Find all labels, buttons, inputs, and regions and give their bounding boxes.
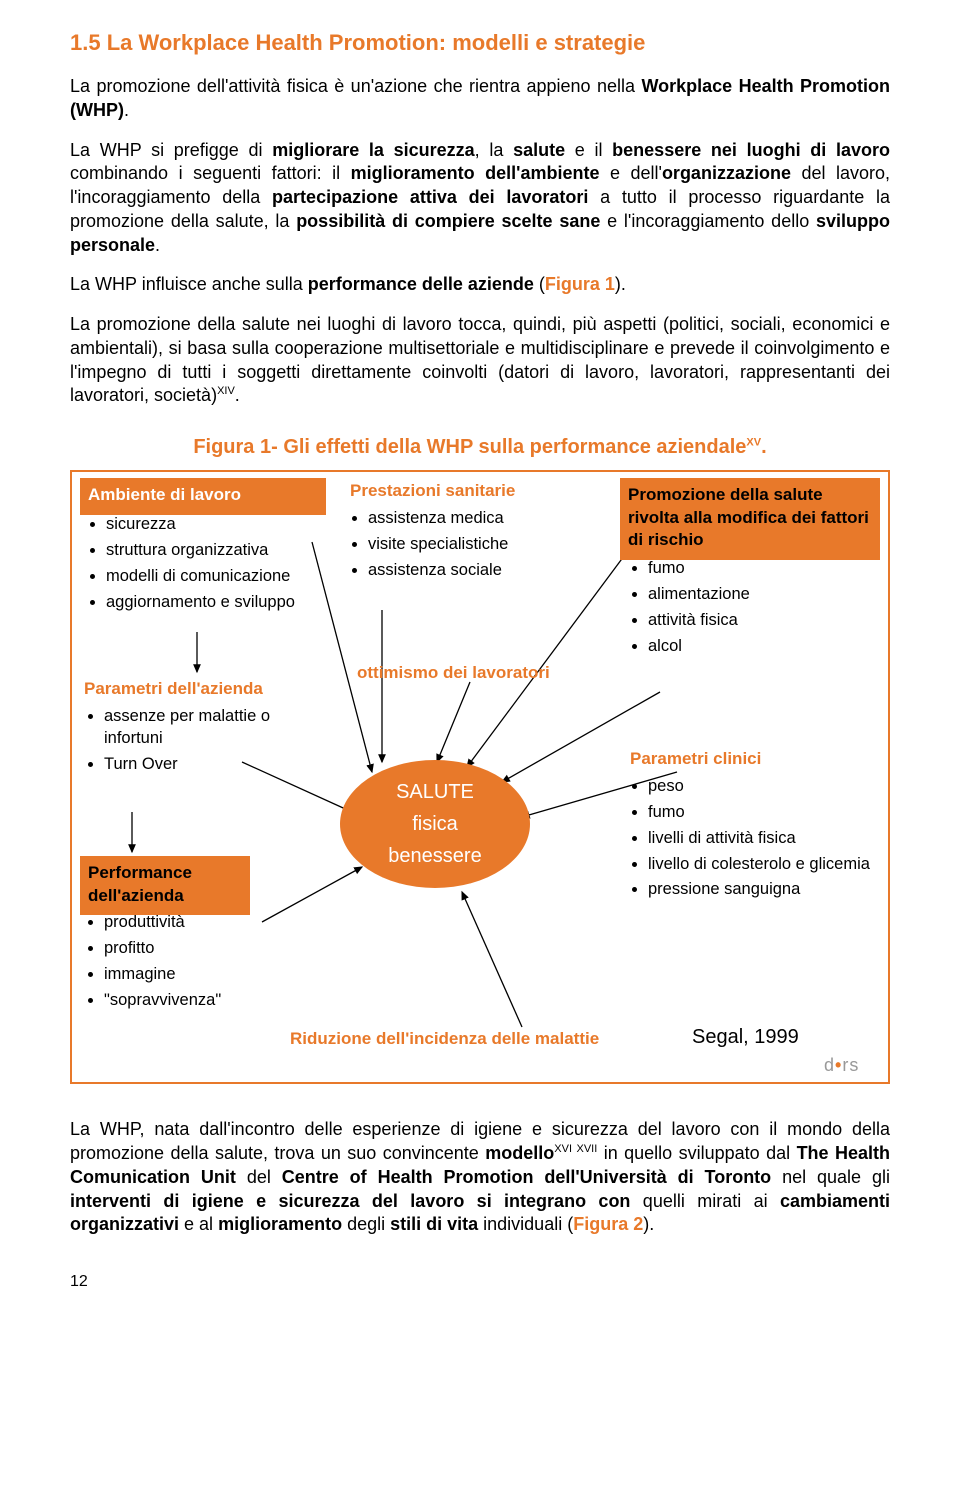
source-label: Segal, 1999: [692, 1024, 799, 1050]
text: in quello sviluppato dal: [597, 1143, 796, 1163]
ellipse-line: SALUTE: [396, 776, 474, 808]
text: nel quale gli: [771, 1167, 890, 1187]
list-item: modelli di comunicazione: [106, 566, 334, 588]
text-bold: miglioramento dell'ambiente: [351, 163, 600, 183]
section-title: 1.5 La Workplace Health Promotion: model…: [70, 28, 890, 57]
logo-text: rs: [842, 1055, 859, 1075]
ellipse-line: fisica: [412, 808, 458, 840]
logo-text: d: [824, 1055, 835, 1075]
page-number: 12: [70, 1271, 890, 1292]
text: , la: [475, 140, 513, 160]
box-performance-list: produttività profitto immagine "sopravvi…: [86, 908, 266, 1015]
center-ellipse: SALUTE fisica benessere: [340, 760, 530, 888]
box-parametri-clinici-title: Parametri clinici: [630, 748, 761, 770]
figure-ref: Figura 2: [573, 1214, 643, 1234]
box-parametri-azienda-list: assenze per malattie o infortuni Turn Ov…: [86, 702, 286, 779]
text: e dell': [599, 163, 661, 183]
list-item: visite specialistiche: [368, 534, 560, 556]
text: e al: [179, 1214, 218, 1234]
box-parametri-azienda-title: Parametri dell'azienda: [84, 678, 263, 700]
text: .: [235, 385, 240, 405]
text: La promozione della salute nei luoghi di…: [70, 314, 890, 405]
text-bold: organizzazione: [662, 163, 791, 183]
paragraph-2: La WHP si prefigge di migliorare la sicu…: [70, 139, 890, 258]
text-bold: possibilità di compiere scelte sane: [296, 211, 600, 231]
text-bold: modello: [485, 1143, 554, 1163]
text-bold: stili di vita: [390, 1214, 478, 1234]
text-bold: performance delle aziende: [308, 274, 534, 294]
box-title: Ambiente di lavoro: [88, 484, 318, 506]
list-item: "sopravvivenza": [104, 990, 266, 1012]
list-item: immagine: [104, 964, 266, 986]
box-ambiente-list: sicurezza struttura organizzativa modell…: [88, 510, 334, 617]
text-bold: benessere nei luoghi di lavoro: [612, 140, 890, 160]
list-item: fumo: [648, 802, 870, 824]
ellipse-line: benessere: [388, 840, 481, 872]
superscript: XVI XVII: [554, 1143, 597, 1155]
paragraph-1: La promozione dell'attività fisica è un'…: [70, 75, 890, 123]
reduction-label: Riduzione dell'incidenza delle malattie: [290, 1028, 599, 1050]
text: del: [236, 1167, 282, 1187]
text: combinando i seguenti fattori: il: [70, 163, 351, 183]
list-item: assistenza medica: [368, 508, 560, 530]
superscript: XIV: [217, 385, 235, 397]
list-item: alcol: [648, 636, 870, 658]
text: quelli mirati ai: [630, 1191, 780, 1211]
text-bold: salute: [513, 140, 565, 160]
text: ).: [643, 1214, 654, 1234]
text: .: [155, 235, 160, 255]
paragraph-3: La WHP influisce anche sulla performance…: [70, 273, 890, 297]
text-bold: migliorare la sicurezza: [272, 140, 474, 160]
text: .: [761, 436, 767, 458]
text: e il: [565, 140, 612, 160]
box-prestazioni-list: assistenza medica visite specialistiche …: [350, 504, 560, 585]
list-item: assenze per malattie o infortuni: [104, 706, 286, 750]
text-bold: interventi di igiene e sicurezza del lav…: [70, 1191, 630, 1211]
list-item: peso: [648, 776, 870, 798]
list-item: pressione sanguigna: [648, 879, 870, 901]
optimism-label: ottimismo dei lavoratori: [357, 662, 550, 684]
superscript: XV: [746, 436, 761, 448]
box-ambiente: Ambiente di lavoro: [80, 478, 326, 514]
list-item: livelli di attività fisica: [648, 828, 870, 850]
list-item: alimentazione: [648, 584, 870, 606]
text: e l'incoraggiamento dello: [600, 211, 816, 231]
box-promozione: Promozione della salute rivolta alla mod…: [620, 478, 880, 559]
box-title: Performance dell'azienda: [88, 862, 242, 907]
box-title: Promozione della salute rivolta alla mod…: [628, 484, 872, 551]
paragraph-5: La WHP, nata dall'incontro delle esperie…: [70, 1118, 890, 1237]
text: .: [124, 100, 129, 120]
figure-1-diagram: Ambiente di lavoro sicurezza struttura o…: [70, 470, 890, 1084]
list-item: Turn Over: [104, 754, 286, 776]
text: ).: [615, 274, 626, 294]
text: individuali (: [478, 1214, 573, 1234]
box-parametri-clinici-list: peso fumo livelli di attività fisica liv…: [630, 772, 870, 905]
text: (: [534, 274, 545, 294]
text: Figura 1- Gli effetti della WHP sulla pe…: [193, 436, 746, 458]
text-bold: miglioramento: [218, 1214, 342, 1234]
text: degli: [342, 1214, 390, 1234]
figure-ref: Figura 1: [545, 274, 615, 294]
text-bold: Centre of Health Promotion dell'Universi…: [282, 1167, 771, 1187]
text: La WHP si prefigge di: [70, 140, 272, 160]
paragraph-4: La promozione della salute nei luoghi di…: [70, 313, 890, 408]
list-item: aggiornamento e sviluppo: [106, 592, 334, 614]
text-bold: partecipazione attiva dei lavoratori: [272, 187, 588, 207]
logo: d•rs: [824, 1054, 859, 1078]
box-prestazioni-title: Prestazioni sanitarie: [350, 480, 515, 502]
list-item: assistenza sociale: [368, 560, 560, 582]
list-item: profitto: [104, 938, 266, 960]
list-item: struttura organizzativa: [106, 540, 334, 562]
box-promozione-list: fumo alimentazione attività fisica alcol: [630, 554, 870, 661]
list-item: sicurezza: [106, 514, 334, 536]
list-item: produttività: [104, 912, 266, 934]
text: La WHP influisce anche sulla: [70, 274, 308, 294]
figure-caption: Figura 1- Gli effetti della WHP sulla pe…: [70, 434, 890, 460]
box-performance: Performance dell'azienda: [80, 856, 250, 915]
list-item: attività fisica: [648, 610, 870, 632]
list-item: livello di colesterolo e glicemia: [648, 854, 870, 876]
text: La promozione dell'attività fisica è un'…: [70, 76, 641, 96]
list-item: fumo: [648, 558, 870, 580]
